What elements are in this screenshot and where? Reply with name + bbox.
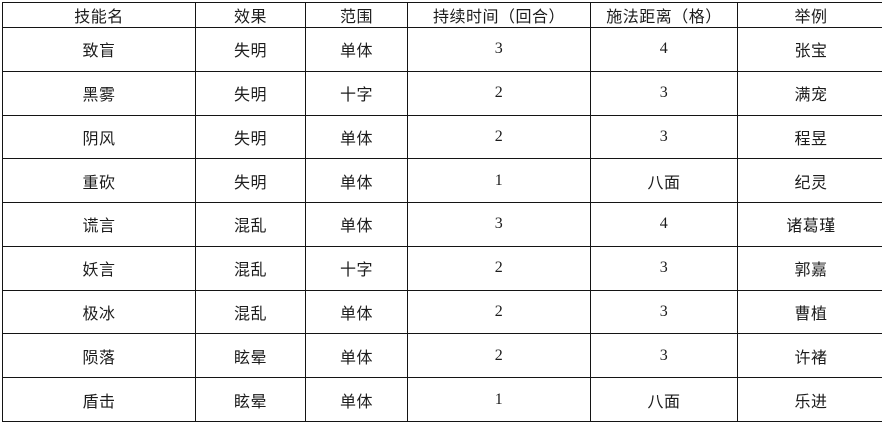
table-cell: 程昱 <box>738 115 882 159</box>
table-header: 技能名效果范围持续时间（回合）施法距离（格）举例 <box>3 3 882 28</box>
table-cell: 混乱 <box>196 246 306 290</box>
table-cell: 单体 <box>306 290 408 334</box>
table-cell: 八面 <box>591 378 738 422</box>
table-cell: 4 <box>591 203 738 247</box>
table-cell: 眩晕 <box>196 378 306 422</box>
table-cell: 3 <box>591 334 738 378</box>
table-cell: 乐进 <box>738 378 882 422</box>
table-cell: 混乱 <box>196 203 306 247</box>
header-cell: 持续时间（回合） <box>408 3 591 28</box>
table-cell: 郭嘉 <box>738 246 882 290</box>
table-cell: 混乱 <box>196 290 306 334</box>
table-cell: 眩晕 <box>196 334 306 378</box>
table-cell: 3 <box>408 28 591 72</box>
table-cell: 2 <box>408 246 591 290</box>
table-cell: 单体 <box>306 203 408 247</box>
table-cell: 八面 <box>591 159 738 203</box>
table-cell: 1 <box>408 159 591 203</box>
header-cell: 技能名 <box>3 3 196 28</box>
table-cell: 十字 <box>306 246 408 290</box>
table-cell: 满宠 <box>738 71 882 115</box>
table-cell: 2 <box>408 334 591 378</box>
table-cell: 曹植 <box>738 290 882 334</box>
table-cell: 盾击 <box>3 378 196 422</box>
table-cell: 失明 <box>196 71 306 115</box>
table-cell: 张宝 <box>738 28 882 72</box>
table-cell: 单体 <box>306 115 408 159</box>
table-cell: 单体 <box>306 159 408 203</box>
table-cell: 失明 <box>196 28 306 72</box>
table-cell: 极冰 <box>3 290 196 334</box>
table-cell: 单体 <box>306 28 408 72</box>
table-cell: 阴风 <box>3 115 196 159</box>
table-cell: 单体 <box>306 334 408 378</box>
table-cell: 许褚 <box>738 334 882 378</box>
table-cell: 2 <box>408 290 591 334</box>
table-cell: 3 <box>591 71 738 115</box>
table-cell: 3 <box>591 246 738 290</box>
table-cell: 3 <box>591 290 738 334</box>
table-cell: 妖言 <box>3 246 196 290</box>
table-cell: 十字 <box>306 71 408 115</box>
header-cell: 举例 <box>738 3 882 28</box>
header-cell: 效果 <box>196 3 306 28</box>
table-cell: 失明 <box>196 115 306 159</box>
table-cell: 纪灵 <box>738 159 882 203</box>
table-cell: 3 <box>408 203 591 247</box>
table-cell: 陨落 <box>3 334 196 378</box>
table-cell: 诸葛瑾 <box>738 203 882 247</box>
table-cell: 4 <box>591 28 738 72</box>
table-cell: 单体 <box>306 378 408 422</box>
table-cell: 3 <box>591 115 738 159</box>
header-cell: 范围 <box>306 3 408 28</box>
table-cell: 1 <box>408 378 591 422</box>
header-row: 技能名效果范围持续时间（回合）施法距离（格）举例 <box>3 3 882 28</box>
header-cell: 施法距离（格） <box>591 3 738 28</box>
table-cell: 2 <box>408 115 591 159</box>
table-cell: 2 <box>408 71 591 115</box>
table-cell: 重砍 <box>3 159 196 203</box>
table-cell: 黑雾 <box>3 71 196 115</box>
table-cell: 谎言 <box>3 203 196 247</box>
table-cell: 失明 <box>196 159 306 203</box>
table-cell: 致盲 <box>3 28 196 72</box>
